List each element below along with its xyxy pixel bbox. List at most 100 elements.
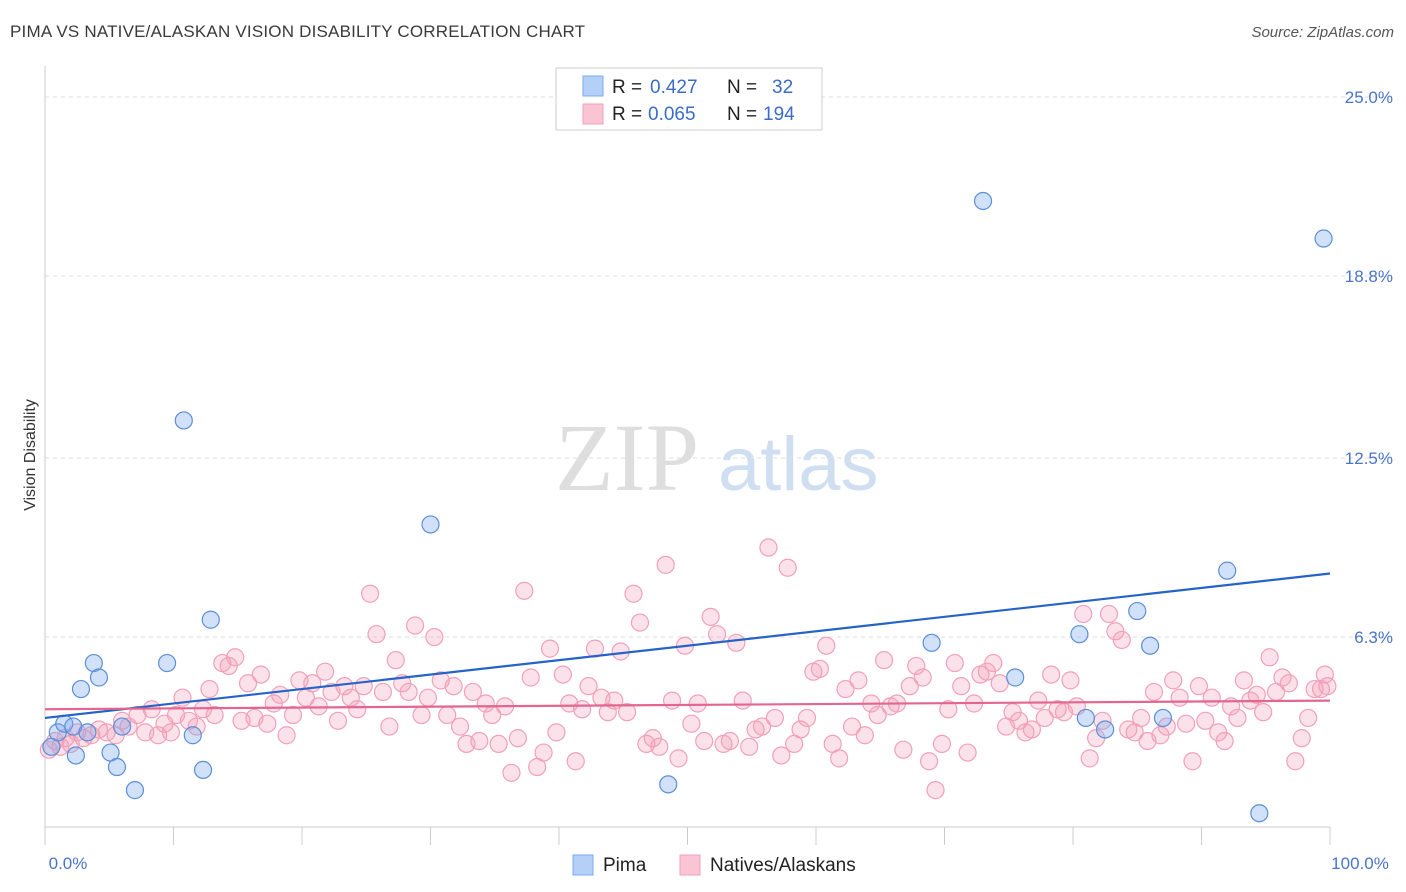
native-point-120 <box>817 636 836 655</box>
native-point-51 <box>373 682 393 702</box>
native-point-56 <box>405 616 425 635</box>
native-point-111 <box>759 538 778 557</box>
native-point-192 <box>1279 674 1298 693</box>
trend-lines <box>44 572 1331 720</box>
pima-point-28 <box>1153 708 1173 728</box>
native-point-96 <box>662 691 682 710</box>
native-point-76 <box>534 743 553 762</box>
pima-point-5 <box>71 679 91 699</box>
native-point-188 <box>1254 703 1273 722</box>
x-tick-label-1: 100.0% <box>1331 854 1389 873</box>
pima-point-8 <box>89 668 109 687</box>
native-point-133 <box>900 677 919 696</box>
native-point-171 <box>1144 682 1164 702</box>
legend-n-value-1: 32 <box>772 77 793 98</box>
native-point-55 <box>399 682 418 702</box>
native-point-101 <box>695 731 714 751</box>
pima-point-16 <box>193 760 213 780</box>
native-point-82 <box>573 700 592 719</box>
native-point-137 <box>926 781 945 800</box>
native-point-48 <box>354 677 373 696</box>
pima-point-20 <box>922 633 941 652</box>
native-point-74 <box>521 668 540 687</box>
native-point-116 <box>791 720 810 739</box>
native-point-184 <box>1228 708 1247 728</box>
native-point-53 <box>386 651 405 670</box>
native-point-128 <box>868 705 887 725</box>
native-point-50 <box>367 625 386 644</box>
native-point-140 <box>945 653 964 673</box>
native-point-169 <box>1132 708 1151 728</box>
pima-point-15 <box>183 726 202 745</box>
native-point-141 <box>952 677 971 696</box>
tick-labels: 6.3% 12.5% 18.8% 25.0% 0.0% 100.0% <box>49 88 1393 873</box>
top-legend: R = 0.427 N = 32 R = 0.065 N = 194 <box>555 67 823 131</box>
pima-point-7 <box>84 653 103 673</box>
pima-point-4 <box>66 746 85 765</box>
pima-point-13 <box>157 653 177 673</box>
pima-point-27 <box>1140 636 1160 655</box>
pima-point-30 <box>1250 804 1269 823</box>
native-point-182 <box>1215 731 1234 751</box>
pima-point-23 <box>1070 625 1089 644</box>
native-point-79 <box>553 665 572 684</box>
native-point-139 <box>939 700 958 719</box>
native-point-44 <box>328 711 348 730</box>
legend-r-value-1: 0.427 <box>650 77 698 98</box>
native-point-71 <box>502 763 521 782</box>
native-point-106 <box>727 633 746 652</box>
pima-trend-line <box>44 572 1331 720</box>
native-point-189 <box>1260 648 1279 667</box>
pima-point-21 <box>973 191 993 211</box>
native-point-67 <box>476 694 495 713</box>
pima-point-25 <box>1096 720 1115 739</box>
legend-n-label-2: N = <box>727 104 757 125</box>
native-point-65 <box>463 682 483 702</box>
source-label: Source: ZipAtlas.com <box>1251 24 1394 41</box>
legend-n-value-2: 194 <box>763 104 795 125</box>
x-tick-label-0: 0.0% <box>49 854 88 873</box>
native-point-22 <box>187 717 206 736</box>
native-point-126 <box>855 726 874 745</box>
native-point-176 <box>1176 714 1196 733</box>
native-point-91 <box>630 613 650 632</box>
native-point-187 <box>1247 685 1266 704</box>
native-point-124 <box>842 717 862 736</box>
native-point-52 <box>380 717 399 736</box>
native-point-152 <box>1022 720 1041 739</box>
y-tick-label-2: 18.8% <box>1345 267 1393 286</box>
native-point-153 <box>1029 691 1048 710</box>
native-point-33 <box>258 714 277 733</box>
native-point-179 <box>1196 711 1215 730</box>
native-point-66 <box>470 731 489 751</box>
y-tick-label-1: 12.5% <box>1345 449 1393 468</box>
native-point-147 <box>990 674 1009 693</box>
pima-point-6 <box>78 723 97 742</box>
y-tick-label-0: 6.3% <box>1354 628 1393 647</box>
native-point-195 <box>1299 708 1318 728</box>
native-point-105 <box>720 731 740 751</box>
native-point-134 <box>907 656 926 676</box>
native-point-78 <box>547 723 566 742</box>
native-point-24 <box>200 679 219 699</box>
native-point-57 <box>412 705 431 725</box>
native-point-146 <box>984 653 1003 673</box>
pima-point-31 <box>1314 229 1333 248</box>
native-point-113 <box>772 746 791 765</box>
native-point-177 <box>1183 752 1202 771</box>
native-point-36 <box>277 726 296 745</box>
pima-point-12 <box>125 781 145 800</box>
native-point-160 <box>1074 604 1093 624</box>
pima-point-10 <box>107 757 127 777</box>
native-point-112 <box>765 708 784 728</box>
native-point-155 <box>1042 665 1061 684</box>
pima-point-22 <box>1006 668 1025 687</box>
legend-swatch-pima <box>582 75 604 97</box>
native-point-100 <box>688 694 707 713</box>
native-point-198 <box>1315 665 1334 684</box>
pima-point-18 <box>421 515 440 534</box>
bottom-legend-natives: Natives/Alaskans <box>710 855 856 876</box>
native-point-123 <box>836 679 855 699</box>
native-point-185 <box>1234 671 1254 690</box>
native-point-164 <box>1099 604 1119 624</box>
